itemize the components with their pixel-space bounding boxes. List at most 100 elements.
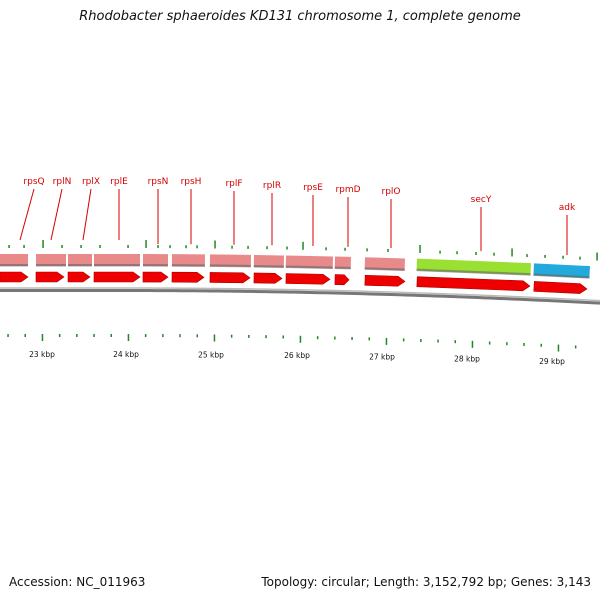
feature-fill [0, 254, 28, 266]
kbp-label: 26 kbp [284, 351, 310, 360]
cds-arrow-shape [67, 271, 91, 283]
feature-fill [142, 254, 168, 267]
feature-fill [253, 254, 284, 268]
feature-shadow [0, 264, 28, 267]
feature-block [334, 256, 351, 270]
cds-arrow-shape [142, 271, 169, 283]
upper-tick [366, 248, 368, 252]
upper-tick [579, 256, 581, 260]
cds-arrow-shape [0, 271, 29, 283]
feature-block [171, 254, 205, 267]
upper-tick [185, 245, 187, 249]
ruler-tick [41, 334, 44, 341]
backbone-line [0, 289, 600, 305]
upper-tick [526, 254, 528, 258]
ruler-tick [454, 340, 456, 344]
kbp-label: 25 kbp [198, 350, 224, 359]
cds-arrow-shape [416, 276, 531, 292]
feature-fill [209, 254, 251, 267]
cds-arrow [364, 274, 406, 287]
cds-arrow-shape [253, 272, 283, 284]
ruler-tick [334, 336, 336, 340]
topology-text: Topology: circular; Length: 3,152,792 bp… [261, 575, 591, 589]
feature-block [68, 254, 92, 267]
upper-tick [475, 251, 477, 255]
upper-tick [214, 240, 216, 249]
ruler-tick [574, 345, 577, 349]
ruler-tick [385, 337, 388, 345]
ruler-tick [368, 337, 370, 341]
upper-tick [596, 252, 598, 261]
accession-text: Accession: NC_011963 [9, 575, 146, 589]
ruler-tick [523, 342, 525, 346]
cds-arrow-shape [334, 274, 350, 286]
upper-tick [247, 245, 249, 249]
feature-block [209, 254, 251, 268]
ruler-tick [179, 334, 181, 338]
kbp-label: 23 kbp [29, 350, 55, 359]
feature-fill [68, 254, 92, 266]
kbp-label: 28 kbp [454, 355, 480, 364]
feature-track [0, 254, 590, 279]
gene-label: rplN [53, 177, 72, 187]
feature-shadow [171, 264, 205, 267]
ruler-tick [110, 334, 112, 337]
cds-arrow [209, 272, 251, 284]
gene-label: rplR [263, 181, 281, 191]
upper-tick [8, 245, 10, 248]
ruler-tick [248, 334, 250, 338]
feature-block [533, 263, 590, 279]
feature-block [0, 254, 28, 267]
feature-shadow [94, 264, 140, 267]
cds-track [0, 271, 588, 294]
cds-arrow-shape [93, 271, 141, 283]
upper-tick [145, 240, 147, 249]
upper-tick [286, 246, 288, 250]
upper-tick [325, 247, 327, 251]
cds-arrow [253, 272, 283, 284]
ruler-tick [402, 338, 405, 342]
upper-tick [196, 245, 198, 249]
gene-label: rpsQ [23, 177, 44, 187]
gene-label: rpsH [181, 177, 202, 187]
ruler-tick [7, 334, 9, 337]
feature-block [364, 257, 405, 271]
cds-arrow [533, 281, 588, 294]
gene-callout-line [82, 188, 92, 241]
feature-shadow [36, 264, 66, 267]
cds-arrow-shape [35, 271, 65, 283]
feature-block [94, 254, 140, 267]
upper-tick [493, 252, 495, 256]
upper-tick [511, 248, 513, 257]
feature-shadow [364, 267, 405, 271]
ruler-tick [540, 343, 542, 347]
gene-label: secY [471, 195, 492, 205]
feature-block [36, 254, 66, 267]
gene-callout-line [50, 188, 63, 241]
upper-tick [42, 240, 44, 248]
kbp-label: 24 kbp [113, 350, 139, 359]
ruler-tick [437, 339, 439, 343]
upper-tick [99, 245, 101, 248]
feature-block [142, 254, 168, 267]
gene-callout-line [19, 188, 35, 241]
upper-tick [157, 245, 159, 249]
upper-tick [80, 245, 82, 248]
cds-arrow [0, 271, 29, 283]
cds-arrow-shape [285, 273, 331, 285]
gene-label: rplX [82, 177, 100, 187]
upper-tick [23, 245, 25, 248]
cds-arrow-shape [209, 272, 251, 284]
ruler-tick [24, 334, 26, 337]
ruler-tick [488, 341, 491, 345]
gene-label: rplF [225, 179, 242, 189]
feature-fill [364, 257, 405, 271]
feature-fill [171, 254, 205, 267]
gene-label: rpsE [303, 183, 323, 193]
feature-block [285, 255, 333, 269]
ruler-tick [265, 335, 267, 339]
upper-tick [127, 245, 129, 249]
ruler-tick [144, 334, 147, 338]
upper-tick [387, 248, 389, 252]
gene-label: rpsN [148, 177, 169, 187]
